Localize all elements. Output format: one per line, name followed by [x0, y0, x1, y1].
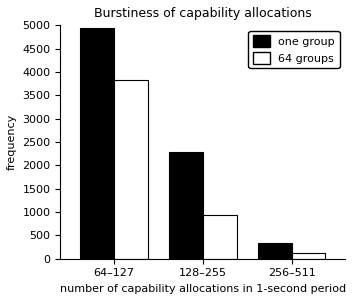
Bar — [80, 28, 114, 259]
Bar — [203, 215, 237, 259]
Bar — [292, 253, 326, 259]
Legend: one group, 64 groups: one group, 64 groups — [249, 31, 339, 68]
Bar — [258, 244, 292, 259]
Y-axis label: frequency: frequency — [7, 114, 17, 170]
X-axis label: number of capability allocations in 1-second period: number of capability allocations in 1-se… — [59, 284, 346, 294]
Bar — [169, 152, 203, 259]
Title: Burstiness of capability allocations: Burstiness of capability allocations — [94, 7, 312, 20]
Bar — [114, 80, 147, 259]
